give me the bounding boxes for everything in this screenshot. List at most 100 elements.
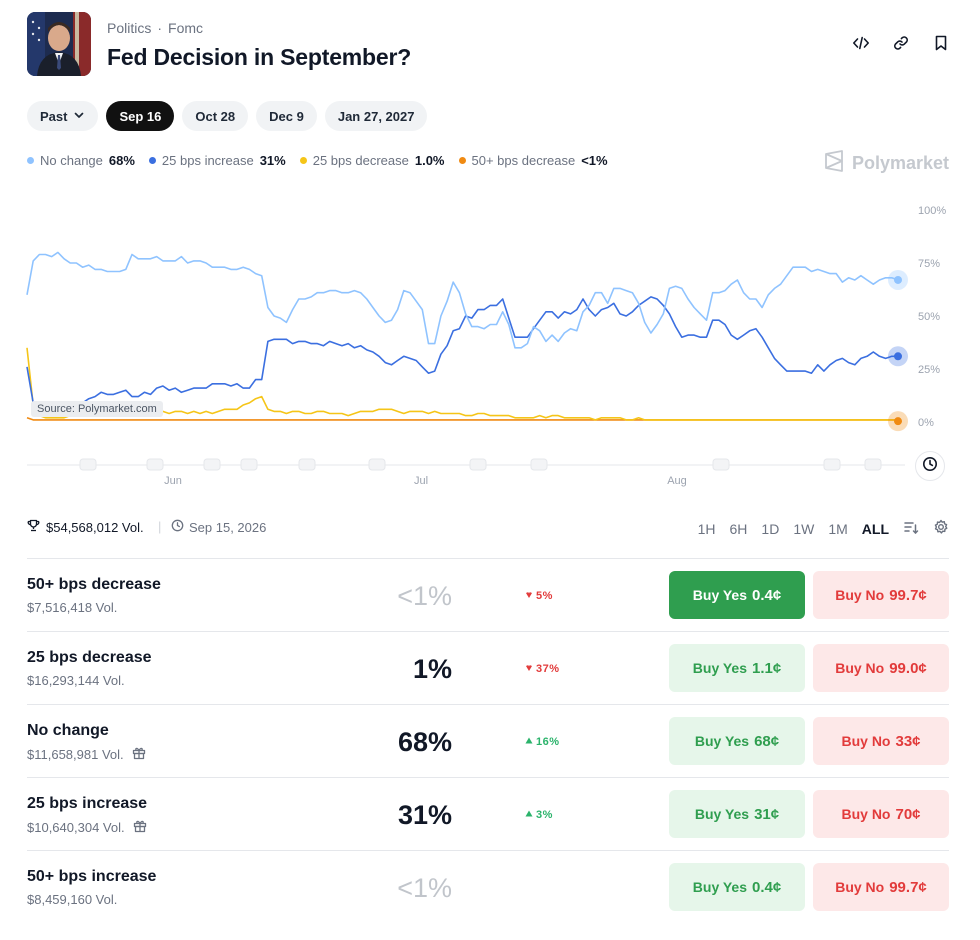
breadcrumb-politics[interactable]: Politics xyxy=(107,20,152,36)
embed-code-icon[interactable] xyxy=(850,32,872,54)
outcome-volume-value: $8,459,160 Vol. xyxy=(27,892,118,907)
probability-change-value: 5% xyxy=(536,590,553,602)
outcome-probability: <1% 5% xyxy=(397,581,565,611)
clock-button[interactable] xyxy=(915,451,945,481)
brand-name: Polymarket xyxy=(851,153,949,173)
event-marker[interactable] xyxy=(823,458,841,471)
market-title: Fed Decision in September? xyxy=(107,44,412,70)
range-1h[interactable]: 1H xyxy=(697,520,716,537)
buy-yes-button[interactable]: Buy Yes 68¢ xyxy=(669,717,805,765)
tab-past-label: Past xyxy=(40,108,68,124)
buy-yes-button[interactable]: Buy Yes 0.4¢ xyxy=(669,571,805,619)
outcome-row-50-bps-increase[interactable]: 50+ bps increase $8,459,160 Vol. <1% Buy Ye… xyxy=(27,850,949,923)
event-marker[interactable] xyxy=(298,458,316,471)
legend-label: No change xyxy=(40,153,103,168)
buy-no-price: 99.7¢ xyxy=(889,878,927,896)
tab-dec-9[interactable]: Dec 9 xyxy=(256,101,317,131)
series-line-no-change xyxy=(26,251,899,349)
gear-icon[interactable] xyxy=(933,519,949,538)
probability-change: 16% xyxy=(525,736,560,748)
sort-icon[interactable] xyxy=(903,519,919,538)
legend-item-no-change: No change 68% xyxy=(27,153,135,168)
y-tick-label: 25% xyxy=(918,364,940,376)
buy-yes-price: 31¢ xyxy=(754,805,780,823)
event-marker[interactable] xyxy=(368,458,386,471)
legend-value: 68% xyxy=(108,153,135,168)
outcome-volume: $8,459,160 Vol. xyxy=(27,892,117,907)
probability-change: 5% xyxy=(525,590,553,602)
bookmark-icon[interactable] xyxy=(930,32,952,54)
link-icon[interactable] xyxy=(890,32,912,54)
event-marker[interactable] xyxy=(864,458,882,471)
buy-no-button[interactable]: Buy No 99.0¢ xyxy=(813,644,949,692)
outcome-volume-value: $10,640,304 Vol. xyxy=(27,820,125,835)
buy-yes-label: Buy Yes xyxy=(694,806,750,822)
price-history-chart[interactable]: 100% 75% 50% 25% 0% Jun Jul Aug xyxy=(0,190,980,500)
outcome-probability: 31% 3% xyxy=(398,800,565,830)
endpoint-dot xyxy=(894,275,902,284)
buy-yes-button[interactable]: Buy Yes 1.1¢ xyxy=(669,644,805,692)
probability-change: 37% xyxy=(525,663,560,675)
event-marker[interactable] xyxy=(712,458,730,471)
buy-no-button[interactable]: Buy No 33¢ xyxy=(813,717,949,765)
buy-no-price: 33¢ xyxy=(895,732,921,750)
tab-jan-27-2027[interactable]: Jan 27, 2027 xyxy=(324,101,428,131)
time-range-selector: 1H 6H 1D 1W 1M ALL xyxy=(698,519,949,538)
source-label: Source: Polymarket.com xyxy=(31,401,163,417)
buy-yes-button[interactable]: Buy Yes 0.4¢ xyxy=(669,863,805,911)
polymarket-logo: Polymarket xyxy=(824,150,949,177)
breadcrumb-fomc[interactable]: Fomc xyxy=(168,20,204,36)
probability-value: 68% xyxy=(397,727,452,757)
endpoint-dot xyxy=(894,352,902,361)
clock-icon xyxy=(171,519,184,535)
outcome-name: 50+ bps increase xyxy=(27,868,157,885)
outcome-row-25-bps-decrease[interactable]: 25 bps decrease $16,293,144 Vol. 1% 37% Buy … xyxy=(27,631,949,704)
buy-no-button[interactable]: Buy No 99.7¢ xyxy=(813,571,949,619)
outcome-volume: $7,516,418 Vol. xyxy=(27,600,117,615)
legend-label: 25 bps increase xyxy=(161,153,254,168)
tab-sep-16[interactable]: Sep 16 xyxy=(106,101,175,131)
event-marker[interactable] xyxy=(469,458,487,471)
range-1m[interactable]: 1M xyxy=(828,520,848,537)
stats-separator: | xyxy=(158,519,162,534)
legend-label: 50+ bps decrease xyxy=(471,153,576,168)
event-marker[interactable] xyxy=(79,458,97,471)
legend-item-25-bps-increase: 25 bps increase 31% xyxy=(148,153,286,168)
range-1w[interactable]: 1W xyxy=(793,520,815,537)
probability-value: <1% xyxy=(397,581,452,611)
outcome-volume: $11,658,981 Vol. xyxy=(27,746,146,763)
market-stats-bar: $54,568,012 Vol. | Sep 15, 2026 1H 6H 1D… xyxy=(27,519,949,539)
buy-no-price: 99.0¢ xyxy=(889,659,927,677)
polymarket-logo-icon xyxy=(824,150,844,177)
buy-no-button[interactable]: Buy No 70¢ xyxy=(813,790,949,838)
buy-no-button[interactable]: Buy No 99.7¢ xyxy=(813,863,949,911)
outcome-row-no-change[interactable]: No change $11,658,981 Vol. 68% 16% Buy Yes 68… xyxy=(27,704,949,777)
buy-no-label: Buy No xyxy=(841,733,891,749)
range-all[interactable]: ALL xyxy=(861,520,889,537)
outcome-row-50-bps-decrease[interactable]: 50+ bps decrease $7,516,418 Vol. <1% 5% Buy … xyxy=(27,558,949,631)
legend-label: 25 bps decrease xyxy=(312,153,409,168)
buy-yes-button[interactable]: Buy Yes 31¢ xyxy=(669,790,805,838)
gift-icon[interactable] xyxy=(133,819,147,836)
range-1d[interactable]: 1D xyxy=(761,520,780,537)
tab-past[interactable]: Past xyxy=(27,101,99,131)
market-thumbnail xyxy=(27,12,91,76)
gift-icon[interactable] xyxy=(132,746,146,763)
total-volume: $54,568,012 Vol. xyxy=(27,519,144,535)
y-tick-label: 75% xyxy=(918,258,940,270)
date-tabs: Past Sep 16 Oct 28 Dec 9 Jan 27, 2027 xyxy=(27,101,428,131)
probability-value: <1% xyxy=(397,873,452,903)
outcome-row-25-bps-increase[interactable]: 25 bps increase $10,640,304 Vol. 31% 3% Buy … xyxy=(27,777,949,850)
event-marker[interactable] xyxy=(240,458,258,471)
outcome-volume-value: $16,293,144 Vol. xyxy=(27,673,125,688)
legend-swatch xyxy=(299,157,307,164)
range-6h[interactable]: 6H xyxy=(729,520,748,537)
outcome-probability: 1% 37% xyxy=(413,654,565,684)
probability-change: 3% xyxy=(525,809,553,821)
probability-change-value: 16% xyxy=(536,736,560,748)
event-marker[interactable] xyxy=(530,458,548,471)
buy-no-label: Buy No xyxy=(841,806,891,822)
event-marker[interactable] xyxy=(203,458,221,471)
tab-oct-28[interactable]: Oct 28 xyxy=(182,101,249,131)
event-marker[interactable] xyxy=(146,458,164,471)
